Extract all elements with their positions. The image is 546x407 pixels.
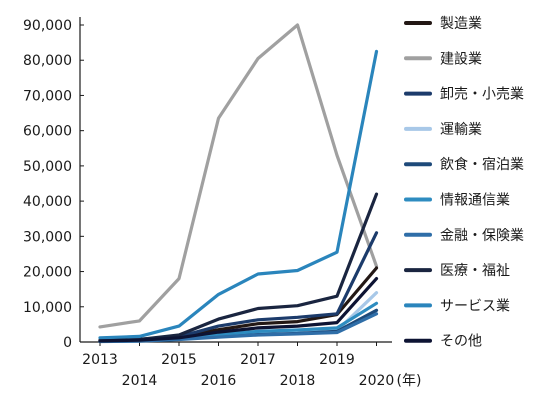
legend-label: 金融・保険業 bbox=[440, 228, 524, 244]
x-tick-label: 2013 bbox=[82, 352, 118, 368]
legend-label: 建設業 bbox=[440, 51, 482, 67]
y-tick-label: 0 bbox=[63, 335, 72, 351]
legend-label: サービス業 bbox=[440, 298, 510, 314]
y-tick-label: 50,000 bbox=[23, 159, 72, 175]
y-tick-label: 60,000 bbox=[23, 124, 72, 140]
series-lines bbox=[98, 23, 379, 344]
y-tick-label: 20,000 bbox=[23, 265, 72, 281]
legend-label: その他 bbox=[440, 334, 482, 350]
x-tick-label: 2020 bbox=[359, 373, 395, 389]
series-line-9 bbox=[98, 49, 379, 340]
x-tick-label: 2017 bbox=[240, 352, 276, 368]
series-line-2 bbox=[98, 23, 379, 329]
legend-label: 飲食・宿泊業 bbox=[440, 156, 524, 173]
y-tick-label: 30,000 bbox=[23, 229, 72, 245]
x-unit-label: (年) bbox=[397, 373, 422, 389]
legend-label: 製造業 bbox=[440, 16, 482, 32]
legend-label: 卸売・小売業 bbox=[440, 87, 524, 103]
y-tick-label: 80,000 bbox=[23, 53, 72, 69]
x-tick-label: 2019 bbox=[319, 352, 355, 368]
legend-label: 運輸業 bbox=[440, 122, 482, 138]
legend-label: 医療・福祉 bbox=[440, 262, 510, 279]
y-tick-label: 90,000 bbox=[23, 18, 72, 34]
legend-label: 情報通信業 bbox=[440, 193, 510, 209]
x-tick-label: 2018 bbox=[280, 373, 316, 389]
legend: 製造業建設業卸売・小売業運輸業飲食・宿泊業情報通信業金融・保険業医療・福祉サービ… bbox=[404, 16, 524, 350]
x-tick-label: 2015 bbox=[161, 352, 197, 368]
series-line-10 bbox=[98, 277, 379, 343]
x-tick-label: 2014 bbox=[122, 373, 158, 389]
y-tick-label: 10,000 bbox=[23, 300, 72, 316]
y-tick-label: 40,000 bbox=[23, 194, 72, 210]
x-tick-label: 2016 bbox=[201, 373, 237, 389]
series-line-3 bbox=[98, 231, 379, 343]
axes: 0 10,000 20,000 30,000 40,000 50,000 60,000 70,… bbox=[23, 17, 421, 389]
y-tick-label: 70,000 bbox=[23, 88, 72, 104]
